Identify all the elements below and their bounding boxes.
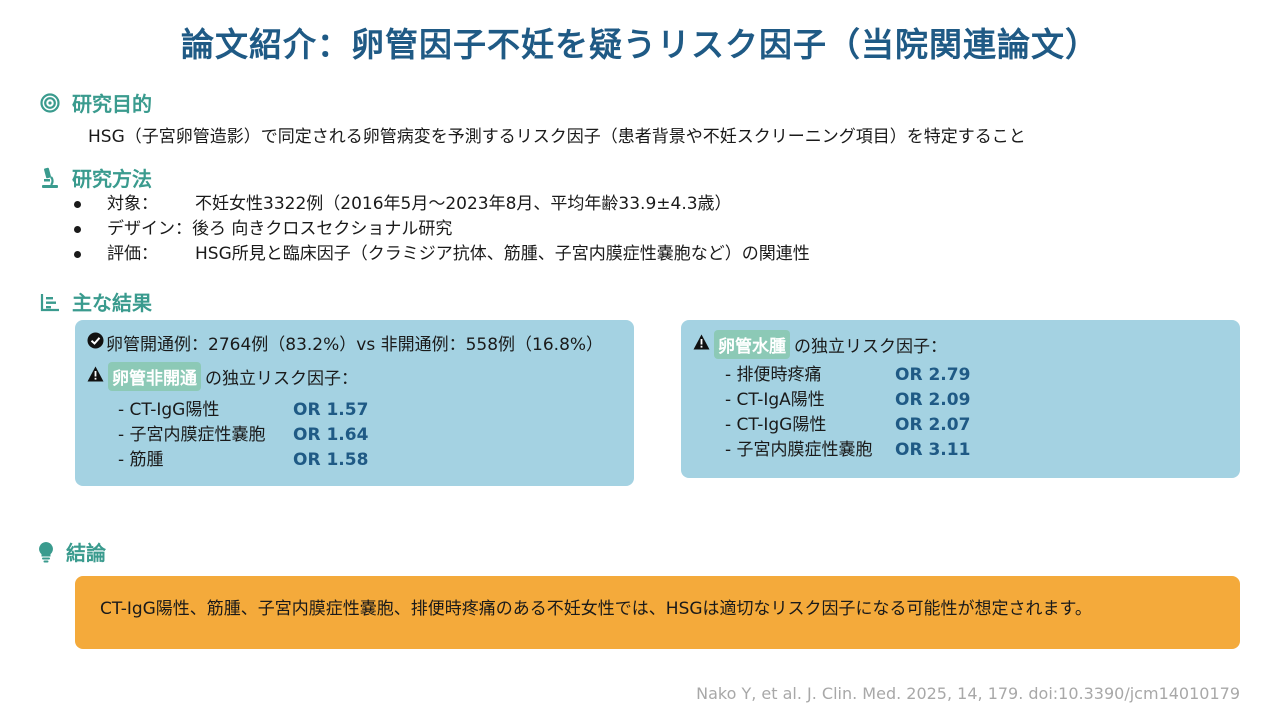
result-summary-text: 卵管開通例：2764例（83.2%）vs 非開通例：558例（16.8%）: [106, 335, 604, 355]
odds-ratio: OR 2.09: [895, 390, 971, 410]
factor-name: - 子宮内膜症性嚢胞: [118, 425, 266, 445]
odds-ratio: OR 2.07: [895, 415, 971, 435]
odds-ratio: OR 3.11: [895, 440, 971, 460]
factor-label: の独立リスク因子：: [205, 369, 358, 389]
method-value: 不妊女性3322例（2016年5月～2023年8月、平均年齢33.9±4.3歳）: [195, 194, 732, 214]
methods-heading-label: 研究方法: [72, 167, 152, 191]
hydrosalpinx-risk-label: 卵管水腫 の独立リスク因子：: [693, 330, 947, 359]
odds-ratio: OR 1.58: [293, 450, 369, 470]
conclusion-box: CT-IgG陽性、筋腫、子宮内膜症性嚢胞、排便時疼痛のある不妊女性では、HSGは…: [75, 576, 1240, 649]
warning-icon: [87, 366, 104, 387]
warning-icon: [693, 334, 710, 355]
method-value: HSG所見と臨床因子（クラミジア抗体、筋腫、子宮内膜症性嚢胞など）の関連性: [195, 244, 810, 264]
result-summary: 卵管開通例：2764例（83.2%）vs 非開通例：558例（16.8%）: [87, 330, 603, 355]
factor-row: - 子宮内膜症性嚢胞 OR 3.11: [725, 438, 970, 463]
conclusion-heading-label: 結論: [66, 541, 106, 565]
factor-row: - 子宮内膜症性嚢胞 OR 1.64: [118, 423, 368, 448]
results-heading-label: 主な結果: [72, 291, 152, 315]
method-item-subject: 対象： 不妊女性3322例（2016年5月～2023年8月、平均年齢33.9±4…: [74, 192, 810, 217]
purpose-text: HSG（子宮卵管造影）で同定される卵管病変を予測するリスク因子（患者背景や不妊ス…: [88, 127, 1026, 147]
factor-name: - 筋腫: [118, 450, 164, 470]
check-circle-icon: [87, 332, 104, 354]
target-icon: [40, 92, 60, 113]
method-key: 評価：: [107, 244, 158, 264]
method-item-design: デザイン： 後ろ 向きクロスセクショナル研究: [74, 217, 810, 242]
odds-ratio: OR 1.64: [293, 425, 369, 445]
factor-list-non-patency: - CT-IgG陽性 OR 1.57 - 子宮内膜症性嚢胞 OR 1.64 - …: [118, 398, 368, 473]
factor-row: - 筋腫 OR 1.58: [118, 448, 368, 473]
factor-row: - CT-IgA陽性 OR 2.09: [725, 388, 970, 413]
factor-name: - 子宮内膜症性嚢胞: [725, 440, 873, 460]
conclusion-text: CT-IgG陽性、筋腫、子宮内膜症性嚢胞、排便時疼痛のある不妊女性では、HSGは…: [100, 599, 1092, 619]
odds-ratio: OR 1.57: [293, 400, 369, 420]
conclusion-heading: 結論: [38, 537, 106, 566]
result-box-patency: 卵管開通例：2764例（83.2%）vs 非開通例：558例（16.8%） 卵管…: [75, 320, 634, 486]
factor-name: - CT-IgA陽性: [725, 390, 825, 410]
method-key: デザイン：: [107, 219, 192, 239]
odds-ratio: OR 2.79: [895, 365, 971, 385]
highlight-non-patency: 卵管非開通: [108, 362, 201, 391]
methods-heading: 研究方法: [40, 163, 152, 192]
microscope-icon: [40, 167, 60, 189]
methods-list: 対象： 不妊女性3322例（2016年5月～2023年8月、平均年齢33.9±4…: [74, 192, 810, 267]
purpose-heading: 研究目的: [40, 88, 152, 117]
factor-row: - CT-IgG陽性 OR 2.07: [725, 413, 970, 438]
highlight-hydrosalpinx: 卵管水腫: [714, 330, 790, 359]
factor-row: - 排便時疼痛 OR 2.79: [725, 363, 970, 388]
method-item-evaluation: 評価： HSG所見と臨床因子（クラミジア抗体、筋腫、子宮内膜症性嚢胞など）の関連…: [74, 242, 810, 267]
factor-list-hydrosalpinx: - 排便時疼痛 OR 2.79 - CT-IgA陽性 OR 2.09 - CT-…: [725, 363, 970, 463]
factor-name: - 排便時疼痛: [725, 365, 822, 385]
method-key: 対象：: [107, 194, 158, 214]
non-patency-risk-label: 卵管非開通 の独立リスク因子：: [87, 362, 358, 391]
citation: Nako Y, et al. J. Clin. Med. 2025, 14, 1…: [696, 684, 1240, 703]
factor-name: - CT-IgG陽性: [725, 415, 827, 435]
factor-label: の独立リスク因子：: [794, 337, 947, 357]
bullet-icon: [74, 226, 81, 233]
factor-name: - CT-IgG陽性: [118, 400, 220, 420]
purpose-heading-label: 研究目的: [72, 92, 152, 116]
page-title: 論文紹介：卵管因子不妊を疑うリスク因子（当院関連論文）: [181, 25, 1099, 64]
bullet-icon: [74, 251, 81, 258]
method-value: 後ろ 向きクロスセクショナル研究: [192, 219, 453, 239]
factor-row: - CT-IgG陽性 OR 1.57: [118, 398, 368, 423]
bullet-icon: [74, 201, 81, 208]
bar-chart-icon: [40, 292, 60, 312]
lightbulb-icon: [38, 541, 54, 563]
result-box-hydrosalpinx: 卵管水腫 の独立リスク因子： - 排便時疼痛 OR 2.79 - CT-IgA陽…: [681, 320, 1240, 478]
results-heading: 主な結果: [40, 287, 152, 316]
